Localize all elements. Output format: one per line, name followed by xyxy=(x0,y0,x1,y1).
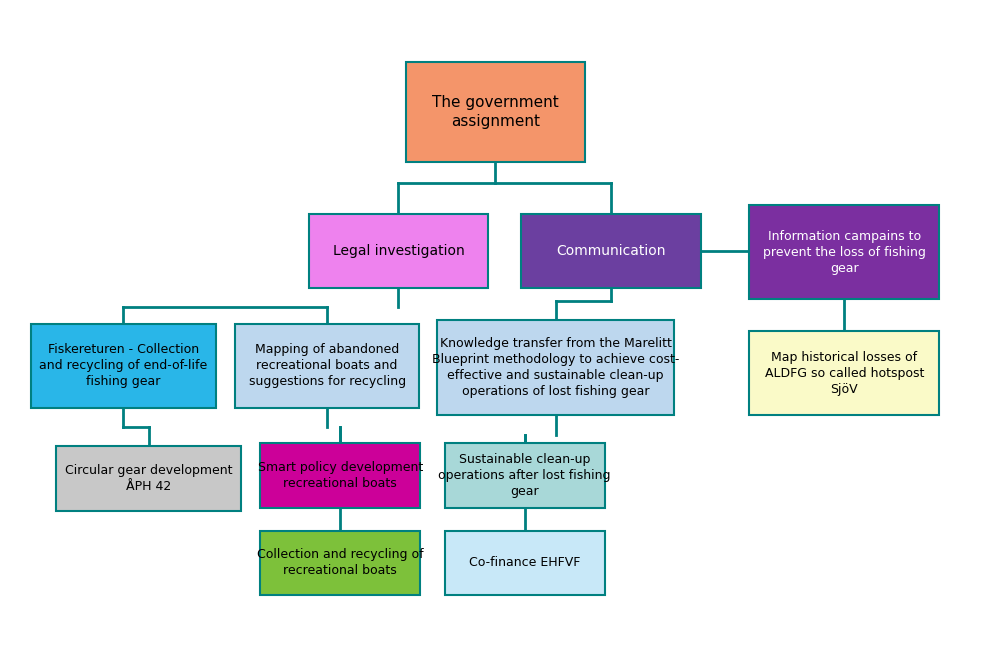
FancyBboxPatch shape xyxy=(437,319,674,415)
FancyBboxPatch shape xyxy=(749,205,940,299)
FancyBboxPatch shape xyxy=(445,531,605,595)
Text: The government
assignment: The government assignment xyxy=(432,95,559,129)
FancyBboxPatch shape xyxy=(749,331,940,415)
Text: Map historical losses of
ALDFG so called hotspost
SjöV: Map historical losses of ALDFG so called… xyxy=(764,351,924,396)
Text: Mapping of abandoned
recreational boats and
suggestions for recycling: Mapping of abandoned recreational boats … xyxy=(248,343,406,388)
Text: Knowledge transfer from the Marelitt
Blueprint methodology to achieve cost-
effe: Knowledge transfer from the Marelitt Blu… xyxy=(432,337,679,398)
FancyBboxPatch shape xyxy=(309,214,488,288)
Text: Communication: Communication xyxy=(556,244,665,258)
Text: Collection and recycling of
recreational boats: Collection and recycling of recreational… xyxy=(257,548,424,578)
FancyBboxPatch shape xyxy=(235,323,420,408)
Text: Legal investigation: Legal investigation xyxy=(333,244,464,258)
Text: Sustainable clean-up
operations after lost fishing
gear: Sustainable clean-up operations after lo… xyxy=(439,453,611,498)
FancyBboxPatch shape xyxy=(260,531,421,595)
Text: Co-finance EHFVF: Co-finance EHFVF xyxy=(469,556,580,570)
Text: Smart policy development
recreational boats: Smart policy development recreational bo… xyxy=(257,461,423,490)
FancyBboxPatch shape xyxy=(56,446,241,511)
Text: Information campains to
prevent the loss of fishing
gear: Information campains to prevent the loss… xyxy=(763,230,926,275)
FancyBboxPatch shape xyxy=(32,323,216,408)
FancyBboxPatch shape xyxy=(406,61,585,162)
FancyBboxPatch shape xyxy=(445,444,605,508)
Text: Fiskereturen - Collection
and recycling of end-of-life
fishing gear: Fiskereturen - Collection and recycling … xyxy=(40,343,208,388)
Text: Circular gear development
ÅPH 42: Circular gear development ÅPH 42 xyxy=(65,464,233,493)
FancyBboxPatch shape xyxy=(521,214,701,288)
FancyBboxPatch shape xyxy=(260,444,421,508)
